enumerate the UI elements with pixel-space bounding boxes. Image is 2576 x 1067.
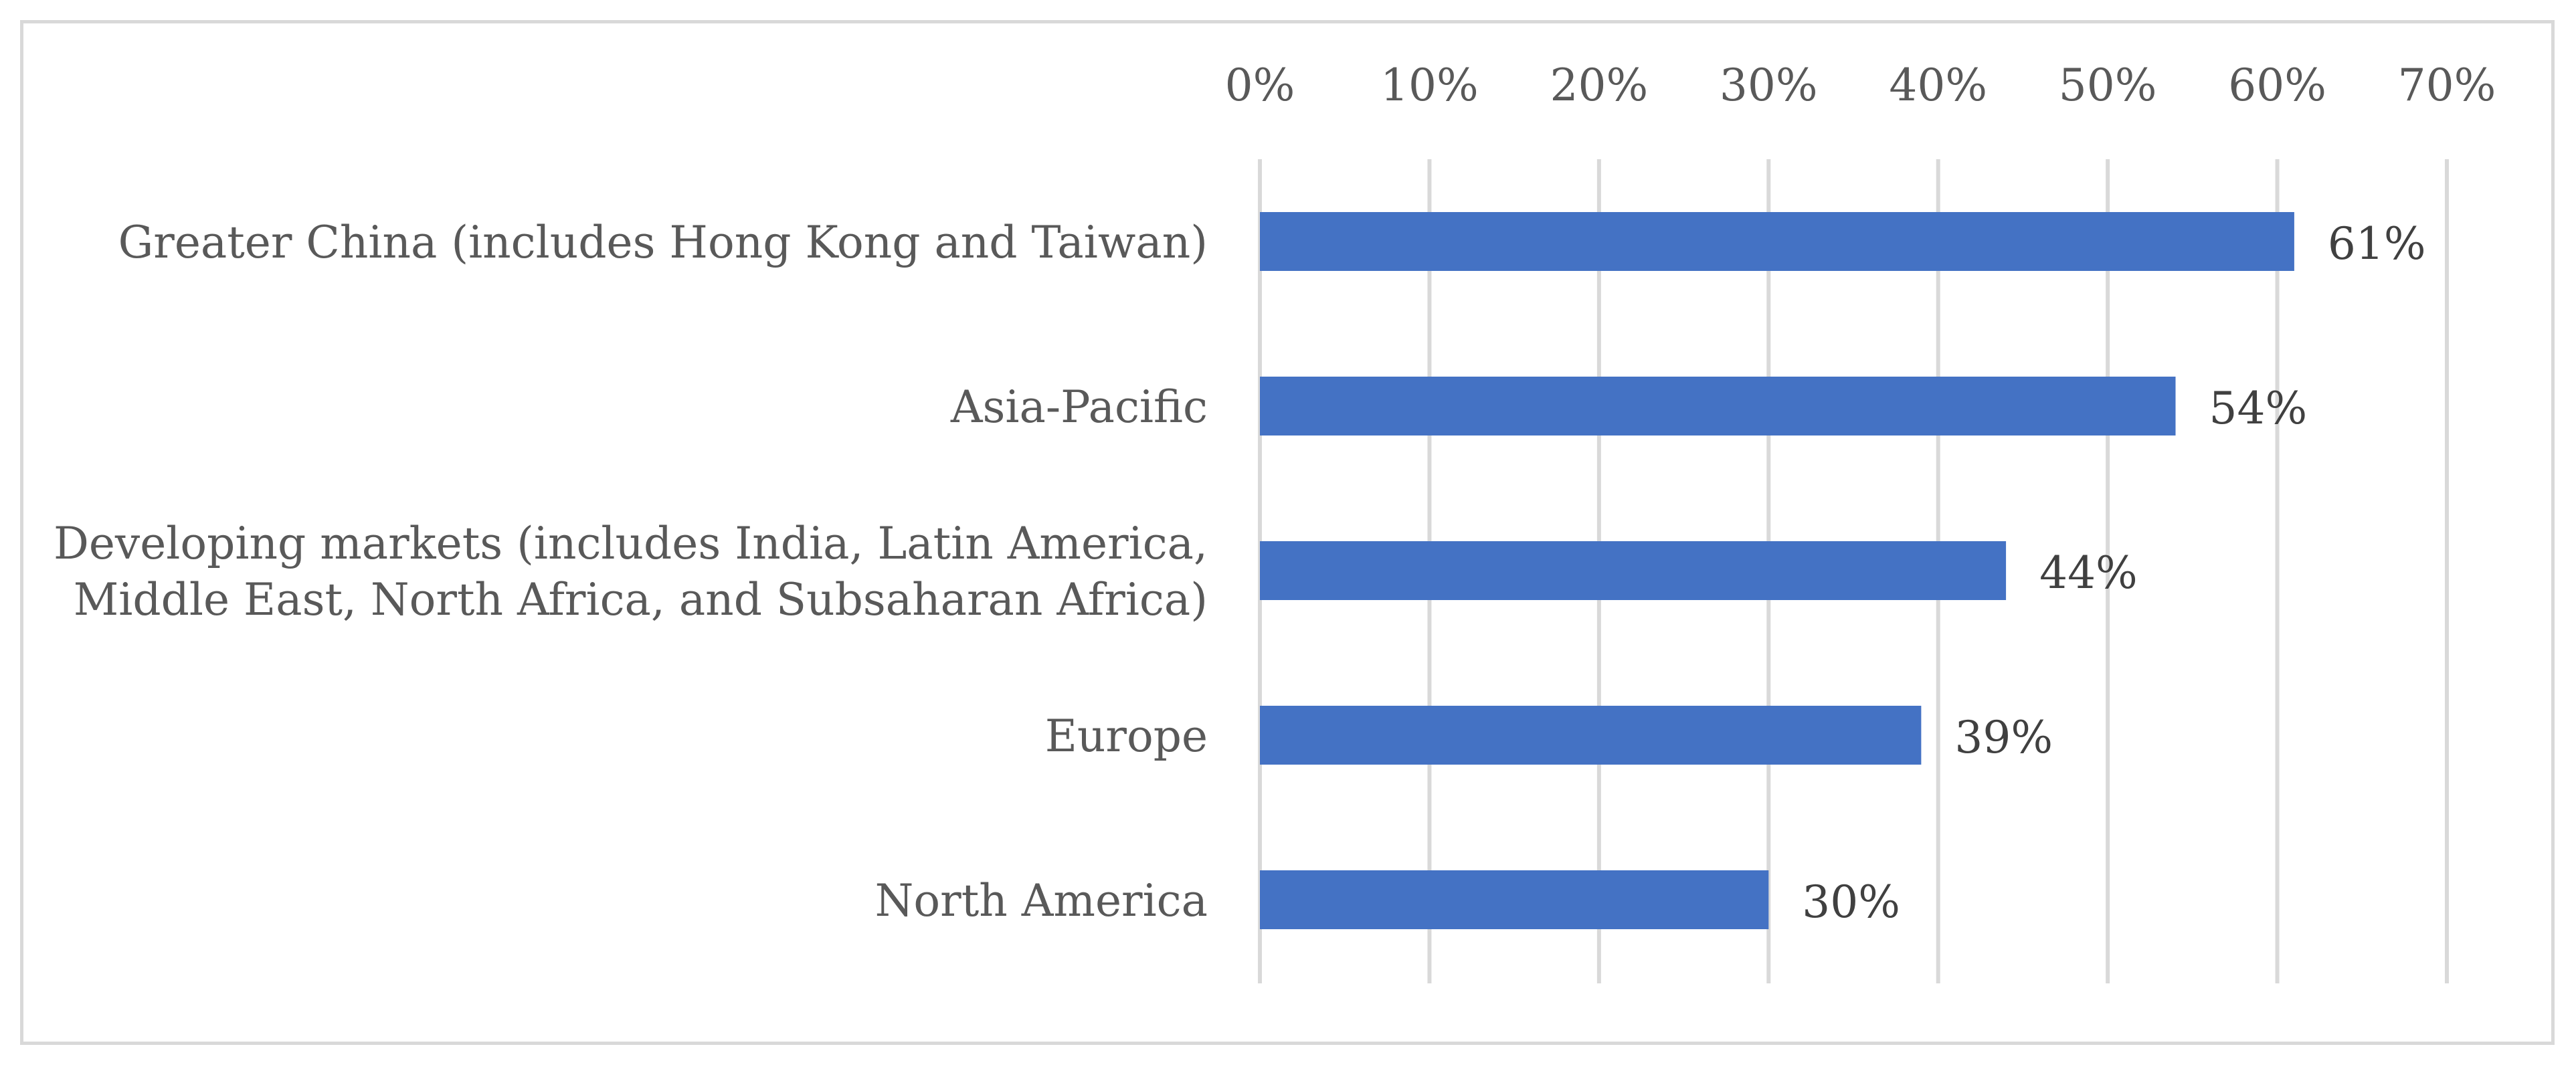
category-label: Developing markets (includes India, Lati…: [54, 518, 1208, 569]
x-tick-label: 20%: [1550, 60, 1649, 111]
x-tick-label: 40%: [1889, 60, 1987, 111]
x-tick-label: 30%: [1720, 60, 1818, 111]
bar: [1260, 212, 2294, 271]
data-label: 54%: [2209, 383, 2308, 434]
data-label: 61%: [2328, 218, 2426, 270]
data-label: 30%: [1802, 876, 1900, 928]
value-labels: 61% 54% 44% 39% 30%: [1802, 218, 2425, 928]
bars: [1260, 212, 2294, 929]
category-label: Greater China (includes Hong Kong and Ta…: [118, 217, 1208, 268]
category-label: North America: [875, 875, 1208, 927]
bar: [1260, 377, 2176, 435]
category-label: Middle East, North Africa, and Subsahara…: [74, 574, 1208, 625]
data-label: 44%: [2039, 547, 2138, 599]
data-label: 39%: [1954, 712, 2053, 763]
x-tick-label: 70%: [2398, 60, 2496, 111]
category-label: Europe: [1045, 710, 1208, 762]
bar: [1260, 541, 2007, 600]
bar: [1260, 706, 1922, 765]
bar: [1260, 870, 1769, 929]
x-tick-label: 50%: [2059, 60, 2157, 111]
x-axis-ticks: 0% 10% 20% 30% 40% 50% 60% 70%: [1225, 60, 2496, 111]
category-labels: Greater China (includes Hong Kong and Ta…: [54, 217, 1208, 927]
x-tick-label: 10%: [1380, 60, 1479, 111]
category-label: Asia-Pacific: [950, 381, 1208, 433]
x-tick-label: 0%: [1225, 60, 1295, 111]
x-tick-label: 60%: [2228, 60, 2326, 111]
